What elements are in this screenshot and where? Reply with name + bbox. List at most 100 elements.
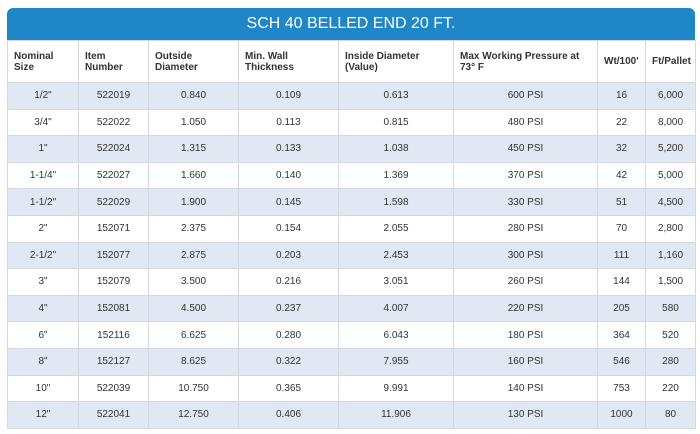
- table-row: 8" 152127 8.625 0.322 7.955 160 PSI 546 280: [7, 347, 696, 376]
- table-cell: 4": [7, 294, 79, 323]
- table-cell: 6": [7, 321, 79, 349]
- table-cell: 522019: [78, 82, 149, 110]
- table-cell: 0.365: [238, 374, 339, 403]
- table-cell: 2.055: [338, 214, 454, 243]
- table-cell: 2.375: [148, 214, 239, 243]
- table-cell: 32: [597, 135, 646, 163]
- table-row: 1-1/4" 522027 1.660 0.140 1.369 370 PSI 42 5,00…: [7, 161, 696, 190]
- table-cell: 12.750: [148, 401, 239, 429]
- table-cell: 522027: [78, 161, 149, 190]
- table-cell: 160 PSI: [453, 347, 598, 376]
- table-cell: 1-1/2": [7, 188, 79, 216]
- table-cell: 2.453: [338, 241, 454, 270]
- header-row: Nominal Size Item Number Outside Diameter M…: [7, 40, 696, 83]
- table-cell: 522041: [78, 401, 149, 429]
- table-cell: 10": [7, 374, 79, 403]
- table-cell: 3": [7, 268, 79, 296]
- table-cell: 152127: [78, 347, 149, 376]
- table-cell: 22: [597, 108, 646, 137]
- table-cell: 1,160: [645, 241, 696, 270]
- table-cell: 2.875: [148, 241, 239, 270]
- table-row: 6" 152116 6.625 0.280 6.043 180 PSI 364 520: [7, 321, 696, 349]
- table-row: 4" 152081 4.500 0.237 4.007 220 PSI 205 580: [7, 294, 696, 323]
- table-cell: 4.007: [338, 294, 454, 323]
- table-cell: 1/2": [7, 82, 79, 110]
- table-cell: 520: [645, 321, 696, 349]
- table-cell: 51: [597, 188, 646, 216]
- table-cell: 522029: [78, 188, 149, 216]
- table-cell: 9.991: [338, 374, 454, 403]
- table-cell: 6,000: [645, 82, 696, 110]
- column-header: Wt/100': [597, 40, 646, 83]
- table-cell: 1,500: [645, 268, 696, 296]
- table-cell: 7.955: [338, 347, 454, 376]
- table-cell: 152116: [78, 321, 149, 349]
- table-cell: 480 PSI: [453, 108, 598, 137]
- table-cell: 42: [597, 161, 646, 190]
- table-cell: 0.145: [238, 188, 339, 216]
- column-header: Ft/Pallet: [645, 40, 696, 83]
- table-cell: 152077: [78, 241, 149, 270]
- table-cell: 0.154: [238, 214, 339, 243]
- table-cell: 522039: [78, 374, 149, 403]
- table-cell: 1.038: [338, 135, 454, 163]
- table-cell: 205: [597, 294, 646, 323]
- column-header: Nominal Size: [7, 40, 79, 83]
- table-row: 2-1/2" 152077 2.875 0.203 2.453 300 PSI 111 1,1…: [7, 241, 696, 270]
- table-cell: 2,800: [645, 214, 696, 243]
- table-cell: 10.750: [148, 374, 239, 403]
- table-row: 1-1/2" 522029 1.900 0.145 1.598 330 PSI 51 4,50…: [7, 188, 696, 216]
- table-cell: 5,000: [645, 161, 696, 190]
- table-cell: 6.043: [338, 321, 454, 349]
- table-cell: 1.900: [148, 188, 239, 216]
- table-cell: 0.406: [238, 401, 339, 429]
- table-cell: 70: [597, 214, 646, 243]
- table-cell: 152079: [78, 268, 149, 296]
- table-cell: 152081: [78, 294, 149, 323]
- table-cell: 144: [597, 268, 646, 296]
- table-cell: 0.133: [238, 135, 339, 163]
- table-cell: 522022: [78, 108, 149, 137]
- table-cell: 3.051: [338, 268, 454, 296]
- table-cell: 600 PSI: [453, 82, 598, 110]
- table-cell: 3.500: [148, 268, 239, 296]
- table-row: 1/2" 522019 0.840 0.109 0.613 600 PSI 16 6,000: [7, 82, 696, 110]
- table-cell: 0.113: [238, 108, 339, 137]
- table-cell: 8": [7, 347, 79, 376]
- table-cell: 1000: [597, 401, 646, 429]
- column-header: Inside Diameter (Value): [338, 40, 454, 83]
- table-cell: 140 PSI: [453, 374, 598, 403]
- table-cell: 0.280: [238, 321, 339, 349]
- table-cell: 1-1/4": [7, 161, 79, 190]
- table-row: 1" 522024 1.315 0.133 1.038 450 PSI 32 5,200: [7, 135, 696, 163]
- table-cell: 0.815: [338, 108, 454, 137]
- table-row: 3" 152079 3.500 0.216 3.051 260 PSI 144 1,500: [7, 268, 696, 296]
- table-cell: 370 PSI: [453, 161, 598, 190]
- table-cell: 2": [7, 214, 79, 243]
- table-cell: 0.216: [238, 268, 339, 296]
- table-cell: 5,200: [645, 135, 696, 163]
- table-cell: 0.840: [148, 82, 239, 110]
- table-row: 12" 522041 12.750 0.406 11.906 130 PSI 1000 80: [7, 401, 696, 429]
- table-row: 3/4" 522022 1.050 0.113 0.815 480 PSI 22 8,000: [7, 108, 696, 137]
- table-cell: 364: [597, 321, 646, 349]
- table-cell: 6.625: [148, 321, 239, 349]
- table-cell: 80: [645, 401, 696, 429]
- table-cell: 280: [645, 347, 696, 376]
- table-cell: 330 PSI: [453, 188, 598, 216]
- table-cell: 1.050: [148, 108, 239, 137]
- table-cell: 4,500: [645, 188, 696, 216]
- table-cell: 8.625: [148, 347, 239, 376]
- table-cell: 546: [597, 347, 646, 376]
- table-cell: 220: [645, 374, 696, 403]
- table-cell: 4.500: [148, 294, 239, 323]
- table-cell: 180 PSI: [453, 321, 598, 349]
- table-row: 10" 522039 10.750 0.365 9.991 140 PSI 753 220: [7, 374, 696, 403]
- table-body: 1/2" 522019 0.840 0.109 0.613 600 PSI 16 6,000 3…: [7, 82, 696, 429]
- table-cell: 450 PSI: [453, 135, 598, 163]
- table-cell: 753: [597, 374, 646, 403]
- table-cell: 0.109: [238, 82, 339, 110]
- table-cell: 1": [7, 135, 79, 163]
- table-cell: 522024: [78, 135, 149, 163]
